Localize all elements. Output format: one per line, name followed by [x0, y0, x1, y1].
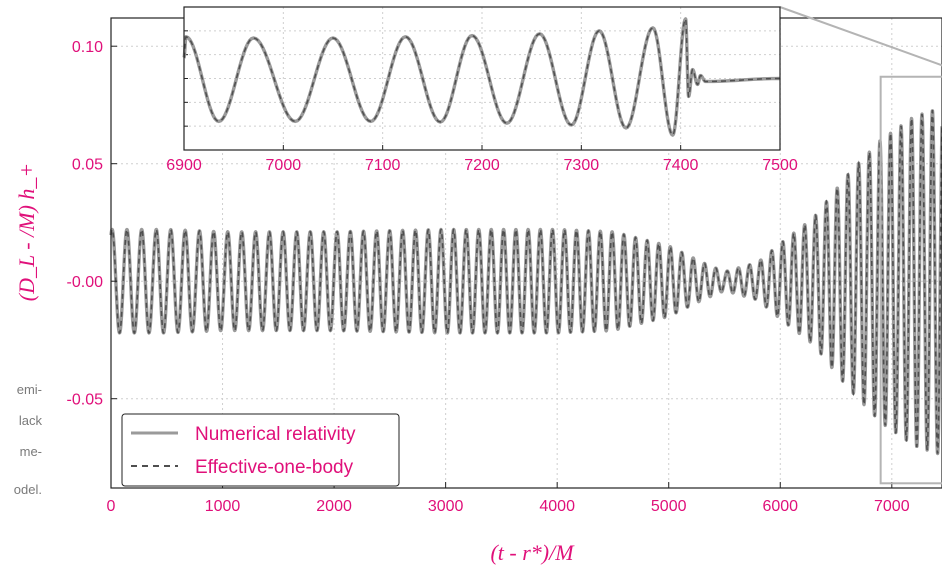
- caption-line-3: me-: [20, 444, 42, 459]
- legend-label-numerical-relativity: Numerical relativity: [195, 424, 356, 445]
- y-tick-label: -0.05: [67, 392, 104, 409]
- inset-x-tick-label: 7000: [266, 157, 302, 174]
- y-tick-label: 0.05: [72, 157, 103, 174]
- main-x-ticks: 0 1000 2000 3000 4000 5000 6000 7000: [107, 482, 910, 515]
- x-tick-label: 5000: [651, 498, 687, 515]
- y-tick-label: -0.00: [67, 274, 104, 291]
- inset-x-tick-label: 7400: [663, 157, 699, 174]
- x-tick-label: 6000: [762, 498, 798, 515]
- legend: Numerical relativity Effective-one-body: [121, 413, 400, 487]
- x-tick-label: 4000: [539, 498, 575, 515]
- x-tick-label: 0: [107, 498, 116, 515]
- series-numerical-relativity: [109, 109, 942, 456]
- inset-plot: 6900 7000 7100 7200 7300 7400 7500: [166, 6, 798, 174]
- x-tick-label: 2000: [316, 498, 352, 515]
- series-effective-one-body: [110, 109, 942, 454]
- x-tick-label: 7000: [874, 498, 910, 515]
- inset-x-tick-label: 7100: [365, 157, 401, 174]
- y-axis-label: (D_L - /M) h_+: [14, 163, 39, 302]
- zoom-indicator: [779, 6, 942, 485]
- caption-line-1: emi-: [17, 382, 42, 397]
- inset-x-tick-label: 6900: [166, 157, 202, 174]
- inset-x-tick-label: 7300: [564, 157, 600, 174]
- legend-box: [121, 413, 400, 487]
- y-tick-label: 0.10: [72, 39, 103, 56]
- main-y-ticks: 0.10 0.05 -0.00 -0.05: [67, 39, 117, 409]
- main-waveform: [109, 109, 942, 456]
- caption-line-2: lack: [19, 413, 43, 428]
- caption-fragments: emi- lack me- odel.: [14, 382, 43, 497]
- zoom-region-box: [879, 75, 942, 485]
- caption-line-4: odel.: [14, 482, 42, 497]
- inset-series-numerical-relativity: [182, 17, 781, 137]
- x-axis-label: (t - r*)/M: [490, 540, 575, 565]
- x-tick-label: 3000: [428, 498, 464, 515]
- legend-label-effective-one-body: Effective-one-body: [195, 457, 354, 478]
- x-tick-label: 1000: [205, 498, 241, 515]
- zoom-connector-line: [779, 6, 942, 67]
- inset-frame: [183, 6, 781, 151]
- inset-x-tick-label: 7500: [762, 157, 798, 174]
- inset-x-tick-label: 7200: [464, 157, 500, 174]
